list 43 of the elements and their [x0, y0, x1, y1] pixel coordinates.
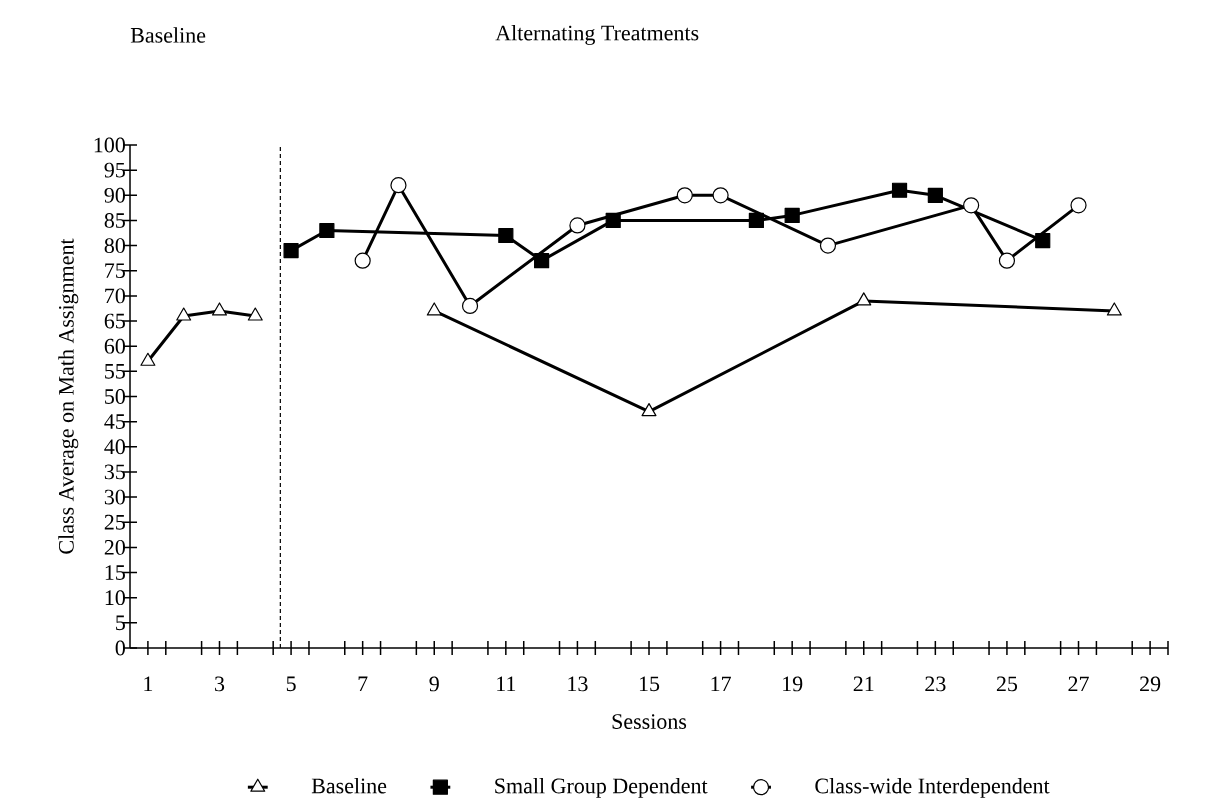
x-tick-label: 27: [1068, 676, 1089, 692]
y-tick-label: 60: [104, 338, 125, 354]
y-tick-label: 0: [115, 640, 125, 656]
y-tick-label: 100: [94, 137, 125, 153]
y-tick-label: 40: [104, 439, 125, 455]
y-tick-label: 55: [105, 364, 125, 379]
x-tick-label: 19: [783, 676, 803, 692]
y-tick-label: 15: [105, 565, 125, 580]
y-tick-label: 85: [104, 213, 125, 228]
y-tick-label: 20: [104, 539, 125, 555]
y-tick-label: 50: [105, 389, 125, 404]
x-tick-label: 15: [639, 676, 660, 692]
y-tick-label: 30: [104, 489, 125, 505]
y-tick-label: 45: [104, 414, 125, 429]
x-tick-label: 23: [925, 676, 946, 692]
x-tick-label: 9: [429, 676, 439, 692]
y-tick-label: 80: [104, 238, 125, 254]
x-tick-label: 21: [853, 676, 874, 692]
y-tick-label: 95: [104, 162, 125, 178]
legend-label: Small Group Dependent: [495, 777, 708, 798]
y-tick-label: 35: [104, 464, 125, 480]
text: Baseline: [130, 27, 206, 43]
x-tick-label: 25: [996, 676, 1018, 692]
x-tick-label: 7: [358, 676, 368, 691]
y-tick-label: 10: [105, 590, 125, 606]
y-tick-label: 90: [104, 187, 125, 203]
x-axis-title: Sessions: [612, 714, 687, 729]
x-tick-label: 1: [144, 676, 153, 692]
x-tick-label: 29: [1140, 676, 1161, 692]
legend-label: Baseline: [311, 777, 387, 794]
text: Alternating Treatments: [495, 24, 699, 45]
y-tick-label: 65: [104, 313, 125, 329]
y-axis-title: Class Average on Math Assignment: [58, 238, 79, 554]
x-tick-label: 13: [568, 676, 588, 692]
y-tick-label: 25: [104, 514, 125, 530]
x-tick-label: 17: [711, 676, 731, 692]
y-tick-label: 75: [105, 263, 125, 279]
legend-label: Class-wide Interdependent: [815, 777, 1050, 798]
x-tick-label: 3: [215, 676, 225, 692]
y-tick-label: 5: [116, 615, 125, 631]
x-tick-label: 5: [286, 676, 296, 692]
y-tick-label: 70: [105, 288, 125, 304]
x-tick-label: 11: [497, 676, 516, 692]
